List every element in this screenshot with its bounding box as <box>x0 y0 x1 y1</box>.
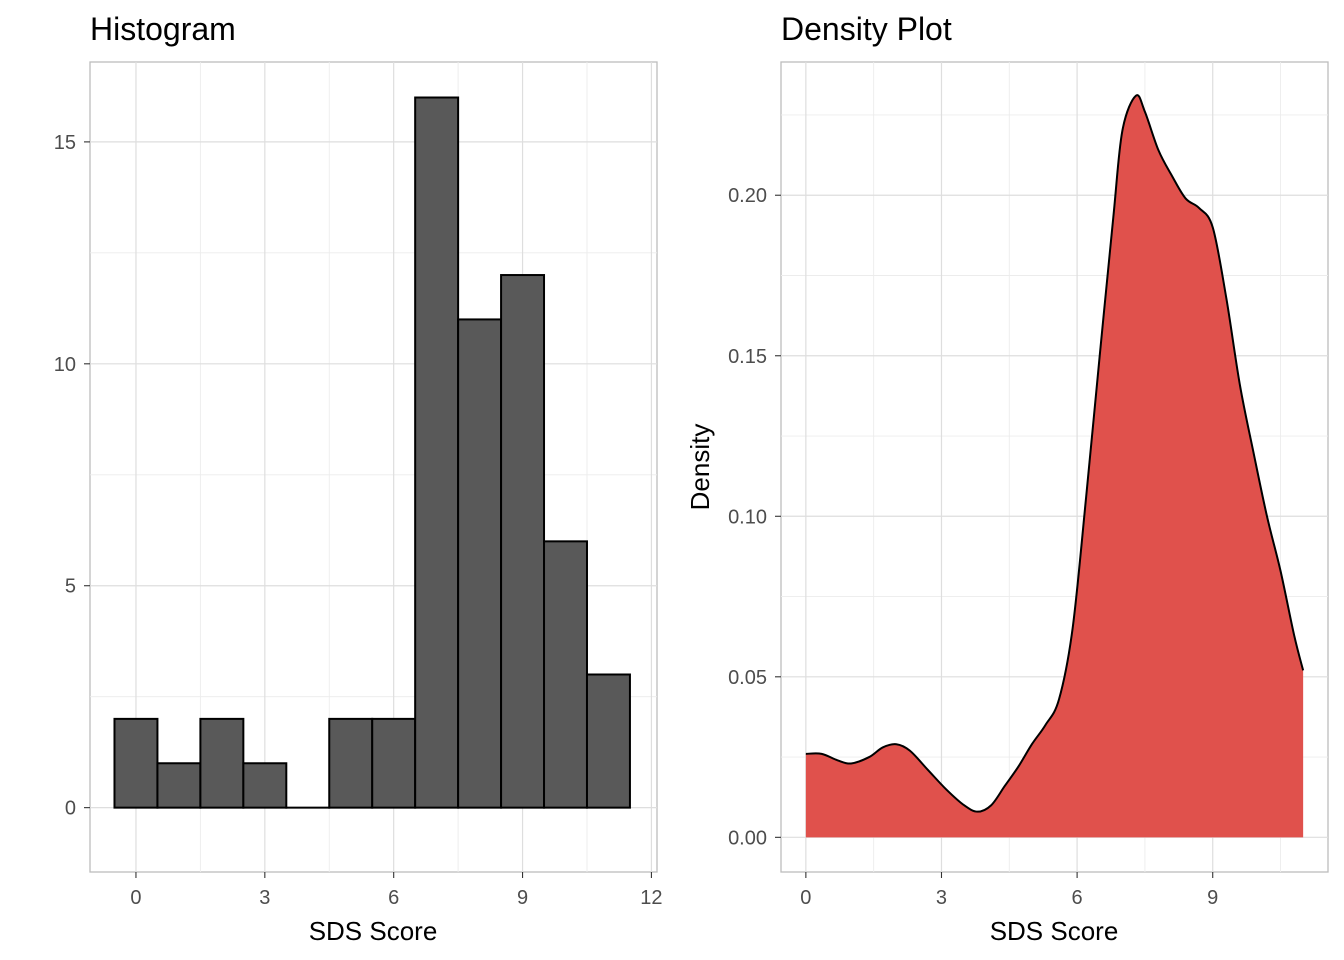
histogram-bar <box>113 717 159 809</box>
histogram-bar <box>328 717 374 809</box>
histogram-bar <box>242 762 288 809</box>
density-x-axis-title: SDS Score <box>990 916 1119 946</box>
histogram-bar <box>199 717 245 809</box>
histogram-y-axis: 0 5 10 15 <box>54 132 90 820</box>
density-x-tick-label: 3 <box>936 887 947 909</box>
histogram-x-tick-label: 12 <box>640 887 662 909</box>
histogram-panel: 0 3 6 9 12 0 5 10 15 Histogram SDS Score <box>54 11 663 946</box>
density-x-tick-label: 9 <box>1207 887 1218 909</box>
histogram-y-tick-label: 10 <box>54 354 76 376</box>
histogram-y-tick-label: 0 <box>65 798 76 820</box>
histogram-bar <box>585 673 631 809</box>
histogram-bar <box>414 96 460 809</box>
density-y-tick-label: 0.05 <box>728 667 767 689</box>
histogram-title: Histogram <box>90 11 236 47</box>
density-y-axis: 0.00 0.05 0.10 0.15 0.20 <box>728 185 781 849</box>
histogram-x-axis-title: SDS Score <box>309 916 438 946</box>
density-area-group <box>805 94 1305 838</box>
histogram-y-tick-label: 5 <box>65 576 76 598</box>
density-curve-line <box>805 94 1305 813</box>
histogram-x-axis: 0 3 6 9 12 <box>130 872 663 909</box>
histogram-bar <box>543 540 588 809</box>
histogram-x-tick-label: 3 <box>259 887 270 909</box>
histogram-x-tick-label: 9 <box>517 887 528 909</box>
histogram-y-tick-label: 15 <box>54 132 76 154</box>
density-y-axis-title: Density <box>685 424 715 511</box>
density-area-fill <box>805 95 1304 838</box>
density-x-tick-label: 0 <box>800 887 811 909</box>
histogram-bar <box>156 762 202 809</box>
histogram-bar <box>500 274 546 809</box>
density-y-tick-label: 0.10 <box>728 506 767 528</box>
histogram-x-tick-label: 0 <box>130 887 141 909</box>
density-y-tick-label: 0.15 <box>728 346 767 368</box>
histogram-bars <box>113 96 631 809</box>
histogram-x-tick-label: 6 <box>388 887 399 909</box>
histogram-bar <box>457 318 503 809</box>
density-x-axis: 0 3 6 9 <box>800 872 1218 909</box>
density-y-tick-label: 0.20 <box>728 185 767 207</box>
density-x-tick-label: 6 <box>1072 887 1083 909</box>
density-panel: 0 3 6 9 0.00 0.05 0.10 0.15 0.20 Density Plot S… <box>685 11 1329 946</box>
density-title: Density Plot <box>781 11 952 47</box>
density-y-tick-label: 0.00 <box>728 827 767 849</box>
histogram-bar <box>371 717 417 809</box>
